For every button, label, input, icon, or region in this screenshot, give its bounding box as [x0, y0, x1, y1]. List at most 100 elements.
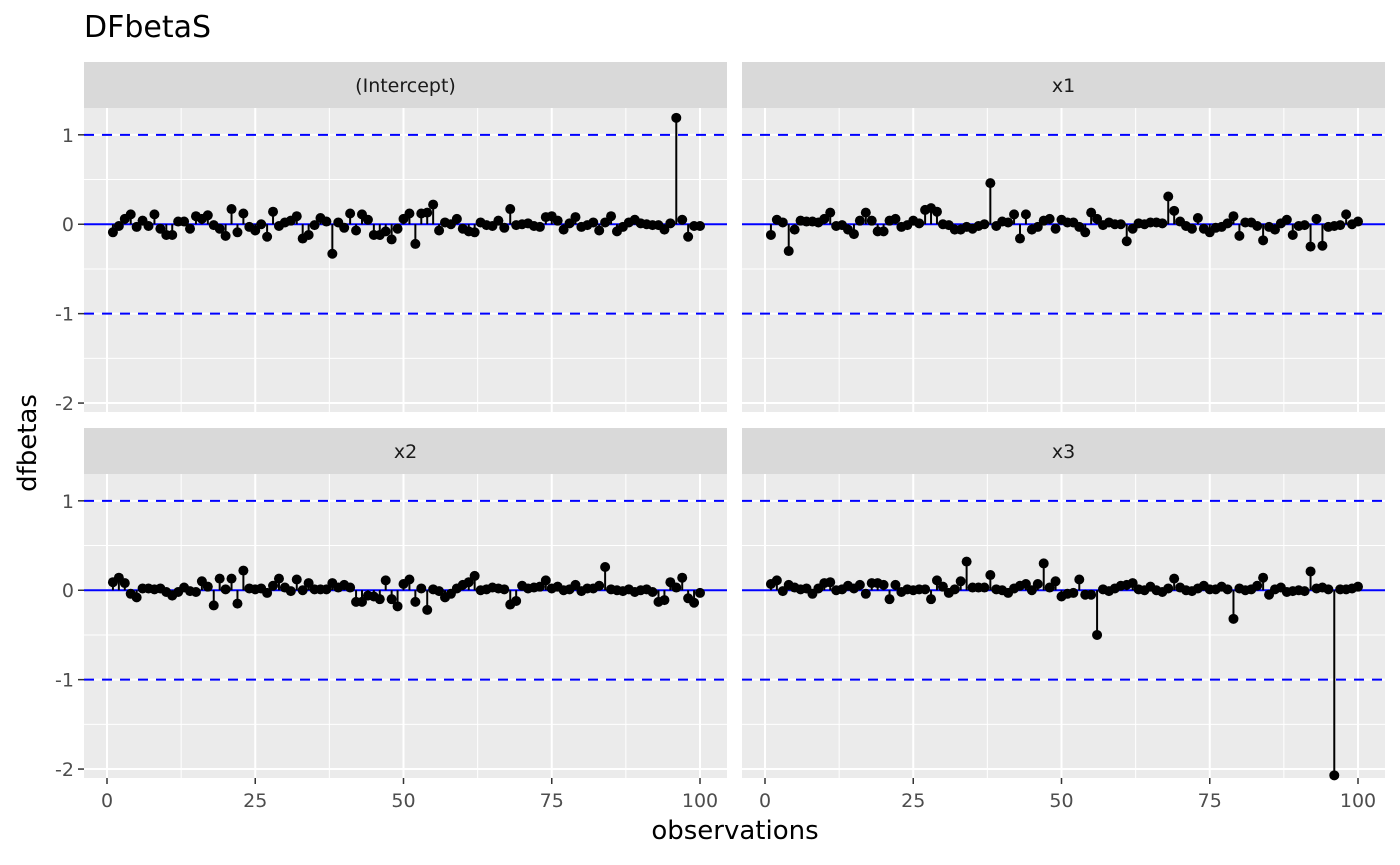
point-x1-97: [1335, 220, 1346, 231]
point-intercept-21: [226, 204, 237, 215]
point-x3-53: [1074, 574, 1085, 585]
point-intercept-1: [107, 227, 118, 238]
point-x2-27: [262, 587, 273, 598]
point-x3-55: [1086, 589, 1097, 600]
x-tick-label: 0: [759, 790, 771, 812]
point-intercept-82: [588, 217, 599, 228]
point-x1-38: [985, 178, 996, 189]
point-x3-33: [955, 576, 966, 587]
point-x3-47: [1038, 558, 1049, 569]
point-x3-45: [1026, 585, 1037, 596]
point-x3-83: [1252, 580, 1263, 591]
point-intercept-94: [659, 224, 670, 235]
point-intercept-22: [232, 227, 243, 238]
point-x1-68: [1163, 191, 1174, 202]
point-intercept-11: [167, 229, 178, 240]
point-x2-32: [291, 574, 302, 585]
point-x1-73: [1192, 212, 1203, 223]
point-x3-91: [1299, 586, 1310, 597]
facet-strip-label: (Intercept): [355, 75, 456, 97]
point-x2-96: [671, 582, 682, 593]
point-x1-93: [1311, 213, 1322, 224]
point-x3-29: [931, 575, 942, 586]
point-x1-60: [1115, 219, 1126, 230]
point-x1-37: [979, 219, 990, 230]
point-x3-52: [1068, 587, 1079, 598]
point-x3-27: [920, 584, 931, 595]
point-x2-51: [404, 574, 415, 585]
point-x2-67: [499, 584, 510, 595]
point-intercept-32: [291, 211, 302, 222]
point-intercept-84: [600, 217, 611, 228]
point-intercept-59: [451, 213, 462, 224]
point-x1-10: [819, 213, 830, 224]
point-x2-56: [434, 586, 445, 597]
point-x2-62: [469, 570, 480, 581]
point-x3-20: [878, 579, 889, 590]
point-x1-55: [1086, 207, 1097, 218]
facet-strip-x3: [742, 428, 1385, 474]
y-tick-label: -2: [55, 393, 74, 415]
facet-strip-label: x2: [394, 441, 417, 463]
point-intercept-98: [683, 231, 694, 242]
point-x2-43: [356, 596, 367, 607]
point-intercept-35: [309, 220, 320, 231]
point-x1-43: [1014, 233, 1025, 244]
point-x1-91: [1299, 220, 1310, 231]
x-tick-label: 0: [101, 790, 113, 812]
panel-background: [84, 108, 727, 412]
point-x1-72: [1186, 223, 1197, 234]
point-x2-52: [410, 596, 421, 607]
point-x1-44: [1020, 209, 1031, 220]
point-x2-3: [119, 578, 130, 589]
point-x3-48: [1044, 582, 1055, 593]
point-x2-47: [380, 575, 391, 586]
point-intercept-54: [422, 207, 433, 218]
y-tick-label: -1: [55, 304, 74, 326]
point-x3-96: [1329, 770, 1340, 781]
point-x2-18: [208, 600, 219, 611]
panel-background: [84, 474, 727, 778]
point-x1-42: [1009, 209, 1020, 220]
point-x1-61: [1121, 236, 1132, 247]
point-x3-56: [1092, 629, 1103, 640]
facet-strip-x1: [742, 62, 1385, 108]
point-x3-3: [777, 586, 788, 597]
point-intercept-56: [434, 225, 445, 236]
point-x1-16: [854, 215, 865, 226]
point-x3-37: [979, 582, 990, 593]
point-x3-79: [1228, 613, 1239, 624]
point-intercept-40: [339, 222, 350, 233]
point-x1-11: [825, 207, 836, 218]
point-x1-84: [1258, 235, 1269, 246]
point-x3-2: [771, 575, 782, 586]
point-x1-92: [1305, 241, 1316, 252]
point-intercept-7: [143, 221, 154, 232]
point-x1-49: [1050, 223, 1061, 234]
point-x3-21: [884, 594, 895, 605]
point-x3-68: [1163, 583, 1174, 594]
point-x1-86: [1269, 224, 1280, 235]
point-intercept-96: [671, 112, 682, 123]
point-x1-89: [1287, 229, 1298, 240]
point-x3-49: [1050, 576, 1061, 587]
point-x2-29: [273, 573, 284, 584]
x-tick-label: 50: [1049, 790, 1073, 812]
point-x1-69: [1169, 205, 1180, 216]
point-intercept-4: [125, 209, 136, 220]
point-x1-56: [1092, 213, 1103, 224]
point-intercept-37: [321, 216, 332, 227]
point-x3-38: [985, 570, 996, 581]
point-x1-3: [777, 217, 788, 228]
point-intercept-38: [327, 248, 338, 259]
point-x1-29: [931, 206, 942, 217]
point-intercept-34: [303, 229, 314, 240]
point-x2-5: [131, 592, 142, 603]
point-intercept-95: [665, 218, 676, 229]
point-x2-73: [534, 581, 545, 592]
y-tick-label: 0: [62, 214, 74, 236]
point-x1-78: [1222, 218, 1233, 229]
point-x3-92: [1305, 566, 1316, 577]
facet-panel-x1: x1: [742, 62, 1385, 412]
